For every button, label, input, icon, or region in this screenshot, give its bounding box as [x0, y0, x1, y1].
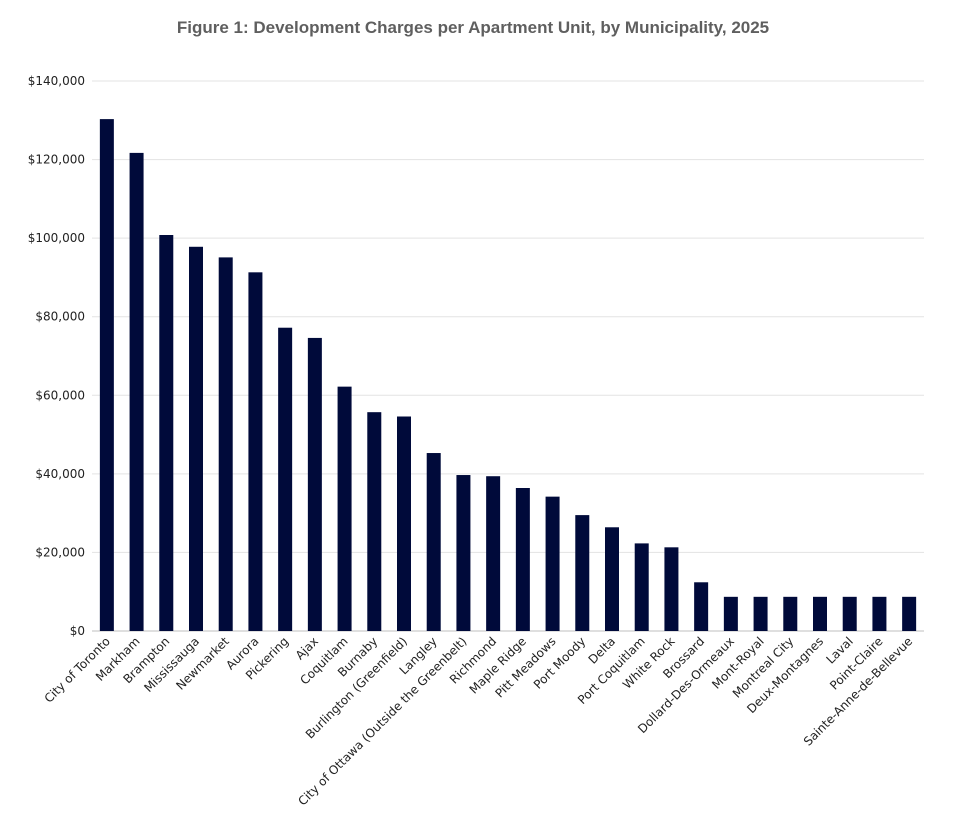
bar — [842, 596, 857, 631]
bars — [99, 119, 917, 632]
bar — [278, 327, 293, 631]
bar — [545, 496, 560, 631]
bar — [723, 596, 738, 631]
x-axis-category-labels: City of TorontoMarkhamBramptonMississaug… — [42, 634, 916, 808]
bar — [99, 119, 114, 631]
bar — [337, 386, 352, 631]
bar — [783, 596, 798, 631]
y-tick-label: $40,000 — [35, 467, 85, 481]
bar — [307, 337, 322, 631]
y-tick-label: $80,000 — [35, 310, 85, 324]
y-tick-label: $60,000 — [35, 388, 85, 402]
y-tick-label: $140,000 — [28, 74, 85, 88]
bar — [159, 235, 174, 631]
bar — [426, 453, 441, 631]
bar — [397, 416, 411, 631]
bar — [813, 596, 827, 631]
bar — [605, 527, 619, 631]
bar — [872, 596, 887, 631]
bar — [248, 272, 263, 631]
bar — [753, 596, 768, 631]
y-tick-label: $120,000 — [28, 153, 85, 167]
bar — [694, 582, 709, 631]
bar — [575, 515, 590, 631]
bar — [634, 543, 649, 631]
y-tick-label: $0 — [70, 624, 85, 638]
bar — [456, 475, 471, 631]
bar — [129, 152, 144, 631]
bar — [218, 257, 233, 631]
bar — [486, 476, 501, 631]
bar — [902, 596, 917, 631]
bar — [515, 488, 530, 631]
bar — [664, 547, 679, 631]
bar — [189, 246, 203, 632]
gridlines — [92, 80, 924, 632]
bar — [367, 412, 382, 631]
y-axis-tick-labels: $0 $20,000 $40,000 $60,000 $80,000 $100,000 $1… — [28, 74, 85, 638]
y-tick-label: $100,000 — [28, 231, 85, 245]
chart-title: Figure 1: Development Charges per Apartm… — [176, 18, 770, 37]
y-tick-label: $20,000 — [35, 545, 85, 559]
